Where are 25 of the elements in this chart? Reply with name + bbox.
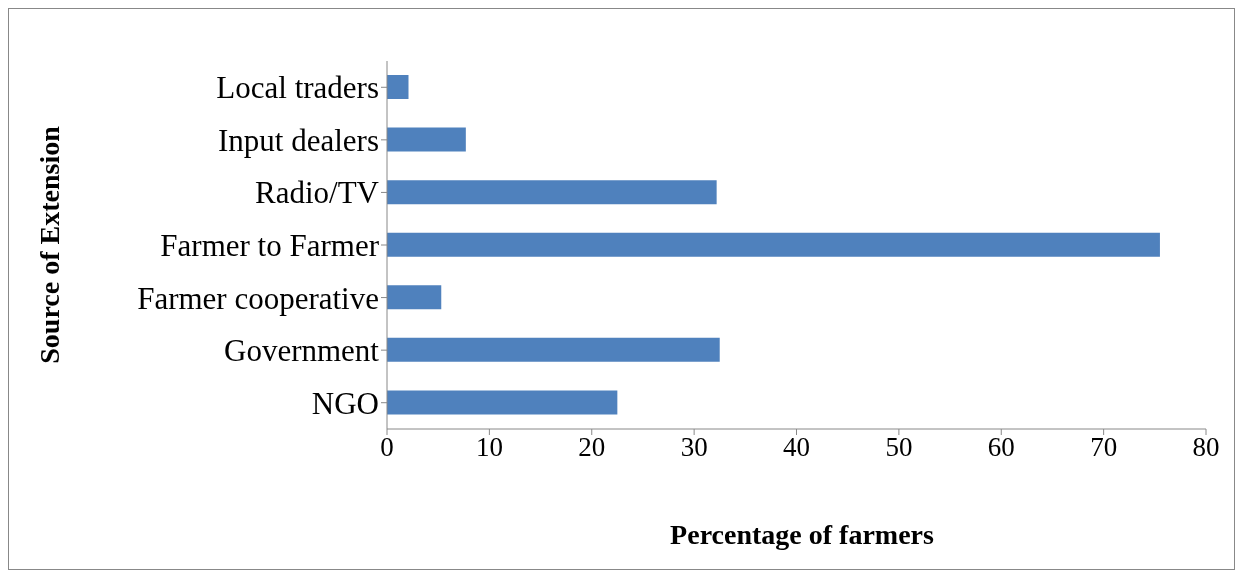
bar [387, 75, 409, 99]
x-tick-label: 70 [1090, 432, 1118, 463]
bar [387, 337, 720, 362]
y-axis-title: Source of Extension [33, 125, 65, 364]
x-tick-label: 20 [578, 432, 606, 463]
y-tick-label: Government [224, 333, 380, 369]
bar [387, 127, 466, 152]
bar [387, 180, 717, 205]
y-tick-label: Farmer to Farmer [160, 228, 380, 264]
bar [387, 390, 618, 415]
bar [387, 232, 1160, 257]
x-tick-label: 40 [783, 432, 810, 463]
y-tick-label: Input dealers [218, 122, 379, 158]
x-tick-label: 0 [380, 432, 394, 463]
y-tick-label: Farmer cooperative [137, 280, 379, 316]
bar [387, 285, 442, 310]
x-tick-label: 60 [987, 432, 1015, 463]
x-tick-label: 10 [475, 432, 503, 463]
y-tick-label: NGO [311, 385, 379, 421]
x-tick-label: 50 [885, 432, 913, 463]
x-tick-label: 80 [1192, 432, 1220, 463]
x-tick-label: 30 [680, 432, 708, 463]
y-tick-label: Local traders [216, 70, 379, 106]
y-tick-label: Radio/TV [255, 175, 380, 211]
x-axis-title: Percentage of farmers [669, 519, 935, 551]
